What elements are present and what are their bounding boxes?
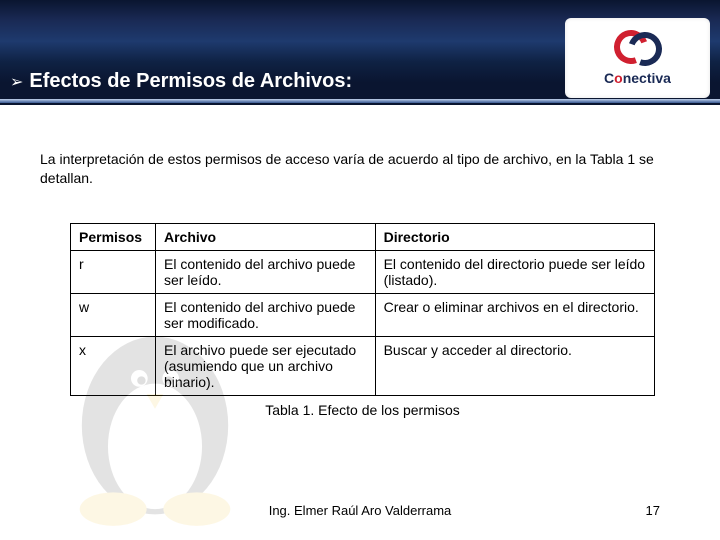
table-row: r El contenido del archivo puede ser leí… (71, 250, 655, 293)
cell-perm: w (71, 293, 156, 336)
bullet-arrow-icon: ➢ (10, 72, 23, 92)
table-row: w El contenido del archivo puede ser mod… (71, 293, 655, 336)
cell-directorio: Buscar y acceder al directorio. (375, 336, 654, 395)
cell-directorio: Crear o eliminar archivos en el director… (375, 293, 654, 336)
slide-header: ➢ Efectos de Permisos de Archivos: Conec… (0, 0, 720, 105)
col-header-permisos: Permisos (71, 223, 156, 250)
cell-archivo: El contenido del archivo puede ser modif… (155, 293, 375, 336)
intro-paragraph: La interpretación de estos permisos de a… (40, 150, 680, 188)
footer-author: Ing. Elmer Raúl Aro Valderrama (0, 503, 720, 518)
cell-perm: x (71, 336, 156, 395)
logo-swirl-icon (608, 30, 668, 68)
page-number: 17 (646, 503, 660, 518)
col-header-directorio: Directorio (375, 223, 654, 250)
brand-logo: Conectiva (565, 18, 710, 98)
brand-name: Conectiva (604, 70, 671, 86)
header-underline (0, 99, 720, 103)
table-row: x El archivo puede ser ejecutado (asumie… (71, 336, 655, 395)
cell-perm: r (71, 250, 156, 293)
slide-body: La interpretación de estos permisos de a… (0, 105, 720, 418)
table-header-row: Permisos Archivo Directorio (71, 223, 655, 250)
cell-directorio: El contenido del directorio puede ser le… (375, 250, 654, 293)
slide-title: Efectos de Permisos de Archivos: (29, 70, 352, 93)
col-header-archivo: Archivo (155, 223, 375, 250)
cell-archivo: El archivo puede ser ejecutado (asumiend… (155, 336, 375, 395)
table-caption: Tabla 1. Efecto de los permisos (70, 402, 655, 418)
permissions-table: Permisos Archivo Directorio r El conteni… (70, 223, 655, 396)
cell-archivo: El contenido del archivo puede ser leído… (155, 250, 375, 293)
